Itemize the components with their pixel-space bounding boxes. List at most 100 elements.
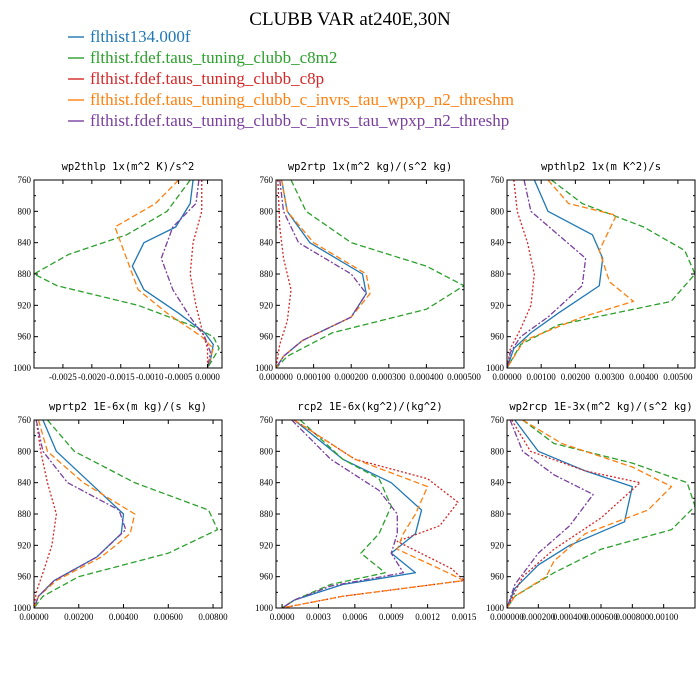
y-tick-label: 960 <box>491 332 505 342</box>
legend-label: flthist134.000f <box>90 27 191 46</box>
series-line <box>507 180 535 368</box>
panels: wp2thlp 1x(m^2 K)/s^2 760 800 840 880 920 960 1… <box>13 161 696 622</box>
panel: wp2rtp 1x(m^2 kg)/(s^2 kg) 760 800 840 880 92… <box>255 161 481 382</box>
series-line <box>34 420 219 608</box>
y-tick-label: 880 <box>260 269 274 279</box>
y-tick-label: 1000 <box>486 603 505 613</box>
series-line <box>276 180 367 368</box>
series-line <box>34 420 58 608</box>
y-tick-label: 960 <box>260 332 274 342</box>
x-tick-label: 0.000200 <box>334 372 368 382</box>
x-tick-label: -0.0020 <box>78 372 106 382</box>
series-line <box>34 420 136 608</box>
y-tick-label: 920 <box>18 300 32 310</box>
x-tick-label: 0.000300 <box>372 372 406 382</box>
x-tick-label: 0.000400 <box>553 612 587 622</box>
series-line <box>281 420 423 608</box>
panel: rcp2 1E-6x(kg^2)/(kg^2) 760 800 840 880 920 96… <box>255 401 477 622</box>
y-tick-label: 880 <box>260 509 274 519</box>
y-tick-label: 800 <box>18 446 32 456</box>
x-tick-label: -0.0005 <box>165 372 193 382</box>
series-line <box>507 420 695 608</box>
legend-entry: flthist.fdef.taus_tuning_clubb_c_invrs_t… <box>68 111 509 130</box>
x-tick-label: 0.000000 <box>490 612 524 622</box>
y-tick-label: 760 <box>18 415 32 425</box>
y-tick-label: 880 <box>491 269 505 279</box>
panel: wp2thlp 1x(m^2 K)/s^2 760 800 840 880 920 960 1… <box>13 161 223 382</box>
y-tick-label: 880 <box>18 509 32 519</box>
x-tick-label: 0.00400 <box>109 612 139 622</box>
legend: flthist134.000f flthist.fdef.taus_tuning_… <box>68 27 514 130</box>
series-line <box>281 420 404 608</box>
panel-title: wp2thlp 1x(m^2 K)/s^2 <box>62 161 195 173</box>
panel-title: wp2rcp 1E-3x(m^2 kg)/(s^2 kg) <box>509 401 692 413</box>
series-line <box>34 420 125 608</box>
series-group <box>507 180 695 368</box>
y-tick-label: 920 <box>260 300 274 310</box>
series-group <box>34 180 220 368</box>
series-line <box>507 420 594 608</box>
series-group <box>281 420 464 608</box>
series-line <box>507 180 635 368</box>
x-tick-label: -0.0015 <box>107 372 135 382</box>
x-tick-label: 0.0012 <box>415 612 440 622</box>
series-line <box>276 180 367 368</box>
x-tick-label: -0.0025 <box>49 372 77 382</box>
x-tick-label: 0.0009 <box>379 612 404 622</box>
y-tick-label: 1000 <box>13 603 32 613</box>
x-tick-label: 0.00500 <box>663 372 693 382</box>
panel: wpthlp2 1x(m K^2)/s 760 800 840 880 920 960 100… <box>486 161 696 382</box>
series-line <box>34 420 127 608</box>
legend-entry: flthist.fdef.taus_tuning_clubb_c8m2 <box>68 48 337 67</box>
panel: wprtp2 1E-6x(m kg)/(s kg) 760 800 840 880 920… <box>13 401 228 622</box>
y-tick-label: 840 <box>18 238 32 248</box>
y-tick-label: 760 <box>491 175 505 185</box>
series-line <box>114 180 214 368</box>
y-tick-label: 920 <box>18 540 32 550</box>
y-tick-label: 760 <box>18 175 32 185</box>
y-tick-label: 960 <box>260 572 274 582</box>
panel-title: wpthlp2 1x(m K^2)/s <box>541 161 661 173</box>
panel-title: rcp2 1E-6x(kg^2)/(kg^2) <box>297 401 442 413</box>
x-tick-label: 0.0000 <box>195 372 220 382</box>
x-tick-label: 0.0000 <box>270 612 295 622</box>
x-tick-label: 0.000000 <box>259 372 293 382</box>
y-tick-label: 960 <box>18 572 32 582</box>
series-group <box>507 420 695 608</box>
y-tick-label: 840 <box>18 478 32 488</box>
x-tick-label: 0.000600 <box>584 612 618 622</box>
series-line <box>507 180 587 368</box>
y-tick-label: 880 <box>18 269 32 279</box>
y-tick-label: 920 <box>260 540 274 550</box>
y-tick-label: 760 <box>260 175 274 185</box>
legend-entry: flthist.fdef.taus_tuning_clubb_c_invrs_t… <box>68 90 514 109</box>
y-tick-label: 760 <box>260 415 274 425</box>
y-tick-label: 920 <box>491 300 505 310</box>
x-tick-label: 0.000200 <box>521 612 555 622</box>
figure-title: CLUBB VAR at240E,30N <box>249 9 451 30</box>
legend-label: flthist.fdef.taus_tuning_clubb_c8p <box>90 69 324 88</box>
x-tick-label: 0.00200 <box>561 372 591 382</box>
y-tick-label: 800 <box>491 446 505 456</box>
y-tick-label: 840 <box>260 238 274 248</box>
x-tick-label: 0.0015 <box>452 612 477 622</box>
series-line <box>507 420 641 608</box>
x-tick-label: 0.000400 <box>410 372 444 382</box>
x-tick-label: 0.000100 <box>297 372 331 382</box>
y-tick-label: 760 <box>491 415 505 425</box>
y-tick-label: 920 <box>491 540 505 550</box>
y-tick-label: 1000 <box>13 363 32 373</box>
legend-label: flthist.fdef.taus_tuning_clubb_c_invrs_t… <box>90 111 509 130</box>
y-tick-label: 840 <box>491 478 505 488</box>
series-line <box>276 180 371 368</box>
panel-title: wp2rtp 1x(m^2 kg)/(s^2 kg) <box>288 161 452 173</box>
legend-label: flthist.fdef.taus_tuning_clubb_c_invrs_t… <box>90 90 514 109</box>
x-tick-label: 0.00600 <box>154 612 184 622</box>
y-tick-label: 1000 <box>255 603 274 613</box>
series-line <box>189 180 209 368</box>
x-tick-label: 0.00200 <box>64 612 94 622</box>
series-line <box>281 420 392 608</box>
y-tick-label: 960 <box>491 572 505 582</box>
series-line <box>160 180 212 368</box>
